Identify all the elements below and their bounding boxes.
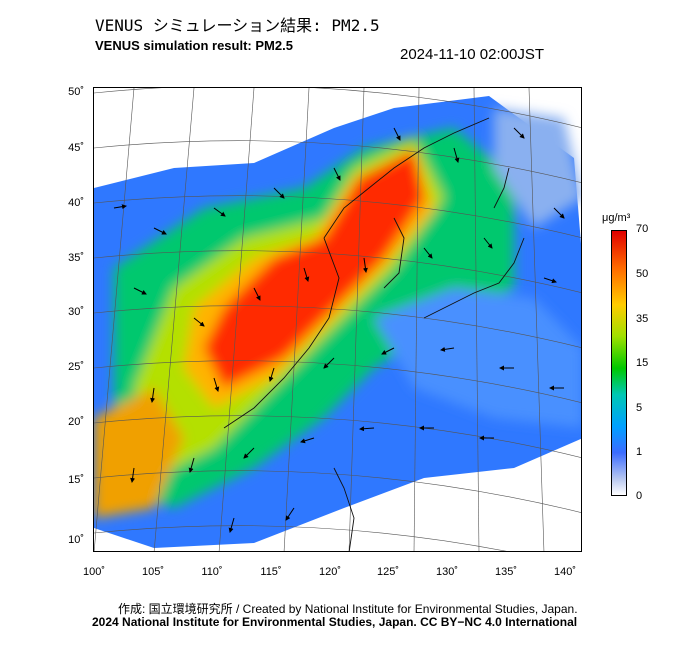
- map-title-japanese: VENUS シミュレーション結果: PM2.5: [95, 16, 380, 35]
- lat-label-30: 30˚: [68, 306, 84, 318]
- pm25-clean-ne: [494, 108, 581, 228]
- lat-label-50: 50˚: [68, 86, 84, 98]
- colorbar-label-0: 0: [636, 490, 643, 502]
- colorbar-label-15: 15: [636, 357, 649, 369]
- copyright-line: 2024 National Institute for Environmenta…: [92, 615, 578, 629]
- lon-label-105: 105˚: [141, 566, 165, 578]
- lon-label-120: 120˚: [318, 566, 342, 578]
- lat-label-40: 40˚: [68, 197, 84, 209]
- pm25-map: [93, 87, 582, 552]
- colorbar-label-50: 50: [636, 268, 649, 280]
- colorbar-label-1: 1: [636, 446, 643, 458]
- coastlines: [223, 117, 525, 551]
- lat-label-10: 10˚: [68, 534, 84, 546]
- pm25-map-graphic: [94, 88, 581, 551]
- wind-vectors: [113, 127, 565, 533]
- lat-label-20: 20˚: [68, 416, 84, 428]
- lon-label-135: 135˚: [494, 566, 518, 578]
- lat-label-15: 15˚: [68, 474, 84, 486]
- graticule: [94, 88, 581, 551]
- lat-label-45: 45˚: [68, 142, 84, 154]
- credit-line: 作成: 国立環境研究所 / Created by National Instit…: [118, 602, 578, 616]
- lon-label-140: 140˚: [553, 566, 577, 578]
- colorbar-label-35: 35: [636, 313, 649, 325]
- lon-label-130: 130˚: [435, 566, 459, 578]
- lon-label-115: 115˚: [260, 566, 282, 578]
- lon-label-110: 110˚: [201, 566, 223, 578]
- colorbar-label-5: 5: [636, 402, 643, 414]
- colorbar: [611, 230, 627, 496]
- lat-label-35: 35˚: [68, 252, 84, 264]
- colorbar-label-70: 70: [636, 223, 649, 235]
- lon-label-100: 100˚: [82, 566, 106, 578]
- forecast-timestamp: 2024-11-10 02:00JST: [400, 46, 544, 63]
- colorbar-unit: μg/m³: [602, 212, 631, 224]
- pm25-very-high-zone: [204, 150, 424, 388]
- lon-label-125: 125˚: [376, 566, 400, 578]
- lat-label-25: 25˚: [68, 361, 84, 373]
- map-title-english: VENUS simulation result: PM2.5: [95, 38, 293, 53]
- pm25-clean-ocean: [374, 288, 581, 428]
- pm25-south-moderate: [94, 388, 184, 518]
